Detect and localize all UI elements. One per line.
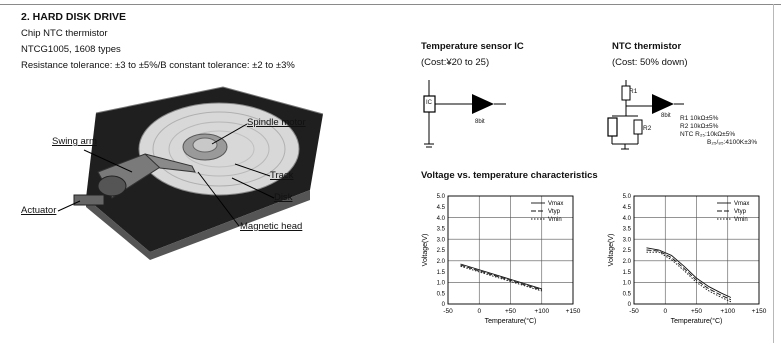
- label-swing-arm: Swing arm: [52, 136, 97, 147]
- top-rule: [0, 4, 781, 5]
- x-tick-label: +150: [752, 308, 767, 315]
- label-track: Track: [270, 170, 294, 181]
- y-tick-label: 4.0: [623, 216, 632, 222]
- right-rule: [773, 4, 774, 343]
- y-tick-label: 2.5: [437, 248, 446, 254]
- label-spindle-motor: Spindle motor: [247, 117, 306, 128]
- y-tick-label: 1.0: [437, 281, 446, 287]
- ntc-cost: (Cost: 50% down): [612, 57, 688, 68]
- legend-label: Vtyp: [548, 209, 561, 215]
- hdd-illustration: [57, 86, 324, 260]
- ntc-spec-3: NTC R₂₅:10kΩ±5%: [680, 131, 736, 138]
- y-tick-label: 3.0: [437, 237, 446, 243]
- y-tick-label: 4.0: [437, 216, 446, 222]
- x-axis-label: Temperature(°C): [485, 317, 537, 325]
- y-tick-label: 4.5: [437, 205, 446, 211]
- y-tick-label: 3.5: [437, 227, 446, 233]
- x-tick-label: 0: [477, 308, 481, 315]
- sensor-ic-circuit: [423, 80, 506, 148]
- y-tick-label: 1.5: [623, 270, 632, 276]
- series-line-vtyp: [646, 249, 732, 301]
- section-title: 2. HARD DISK DRIVE: [21, 11, 127, 23]
- y-tick-label: 2.5: [623, 248, 632, 254]
- label-disk: Disk: [274, 192, 293, 203]
- label-actuator: Actuator: [21, 205, 57, 216]
- x-tick-label: +50: [505, 308, 516, 315]
- ntc-spec-2: R2 10kΩ±5%: [680, 123, 719, 130]
- tolerance-spec: Resistance tolerance: ±3 to ±5%/B consta…: [21, 60, 295, 71]
- ntc-circuit: [607, 80, 684, 150]
- ntc-r2-label: R2: [643, 125, 652, 132]
- ic-label: IC: [426, 100, 432, 106]
- y-tick-label: 0: [628, 302, 632, 308]
- y-tick-label: 3.0: [623, 237, 632, 243]
- label-magnetic-head: Magnetic head: [240, 221, 303, 232]
- ntc-title: NTC thermistor: [612, 41, 682, 52]
- x-tick-label: -50: [443, 308, 453, 315]
- charts-heading: Voltage vs. temperature characteristics: [421, 170, 598, 181]
- y-tick-label: 0.5: [623, 291, 632, 297]
- legend-label: Vmin: [734, 217, 748, 223]
- y-tick-label: 1.0: [623, 281, 632, 287]
- series-line-vmax: [460, 263, 542, 290]
- plot-frame: [447, 195, 574, 305]
- legend-label: Vmax: [734, 201, 749, 207]
- ntc-output-label: 8bit: [661, 113, 671, 119]
- series-line-vmin: [646, 251, 732, 303]
- series-line-vmin: [460, 265, 542, 292]
- y-tick-label: 0: [442, 302, 446, 308]
- x-tick-label: +100: [534, 308, 549, 315]
- y-tick-label: 5.0: [437, 194, 446, 200]
- x-axis-label: Temperature(°C): [671, 317, 723, 325]
- x-tick-label: +100: [720, 308, 735, 315]
- sensor-ic-title: Temperature sensor IC: [421, 41, 524, 52]
- chart-voltage-ntc: -50 0 +50 +100 +15000.51.01.52.02.53.03.54.0…: [608, 194, 767, 325]
- x-tick-label: 0: [663, 308, 667, 315]
- series-line-vtyp: [460, 264, 542, 291]
- y-tick-label: 5.0: [623, 194, 632, 200]
- x-tick-label: +150: [566, 308, 581, 315]
- y-axis-label: Voltage(V): [422, 234, 429, 267]
- sensor-ic-cost: (Cost:¥20 to 25): [421, 57, 490, 68]
- ntc-spec-1: R1 10kΩ±5%: [680, 115, 719, 122]
- y-tick-label: 2.0: [623, 259, 632, 265]
- y-tick-label: 0.5: [437, 291, 446, 297]
- ntc-r1-label: R1: [629, 88, 638, 95]
- y-tick-label: 3.5: [623, 227, 632, 233]
- ntc-spec-4: B₂₅/₈₅:4100K±3%: [707, 139, 758, 146]
- part-types: NTCG1005, 1608 types: [21, 44, 121, 55]
- y-tick-label: 4.5: [623, 205, 632, 211]
- y-axis-label: Voltage(V): [608, 234, 615, 267]
- legend-label: Vmax: [548, 201, 563, 207]
- part-name: Chip NTC thermistor: [21, 28, 108, 39]
- chart-voltage-ic: -50 0 +50 +100 +15000.51.01.52.02.53.03.54.0…: [422, 194, 581, 325]
- legend-label: Vmin: [548, 217, 562, 223]
- y-tick-label: 1.5: [437, 270, 446, 276]
- plot-frame: [633, 195, 760, 305]
- y-tick-label: 2.0: [437, 259, 446, 265]
- legend-label: Vtyp: [734, 209, 747, 215]
- x-tick-label: +50: [691, 308, 702, 315]
- series-line-vmax: [646, 247, 732, 298]
- sensor-ic-output-label: 8bit: [475, 119, 485, 125]
- x-tick-label: -50: [629, 308, 639, 315]
